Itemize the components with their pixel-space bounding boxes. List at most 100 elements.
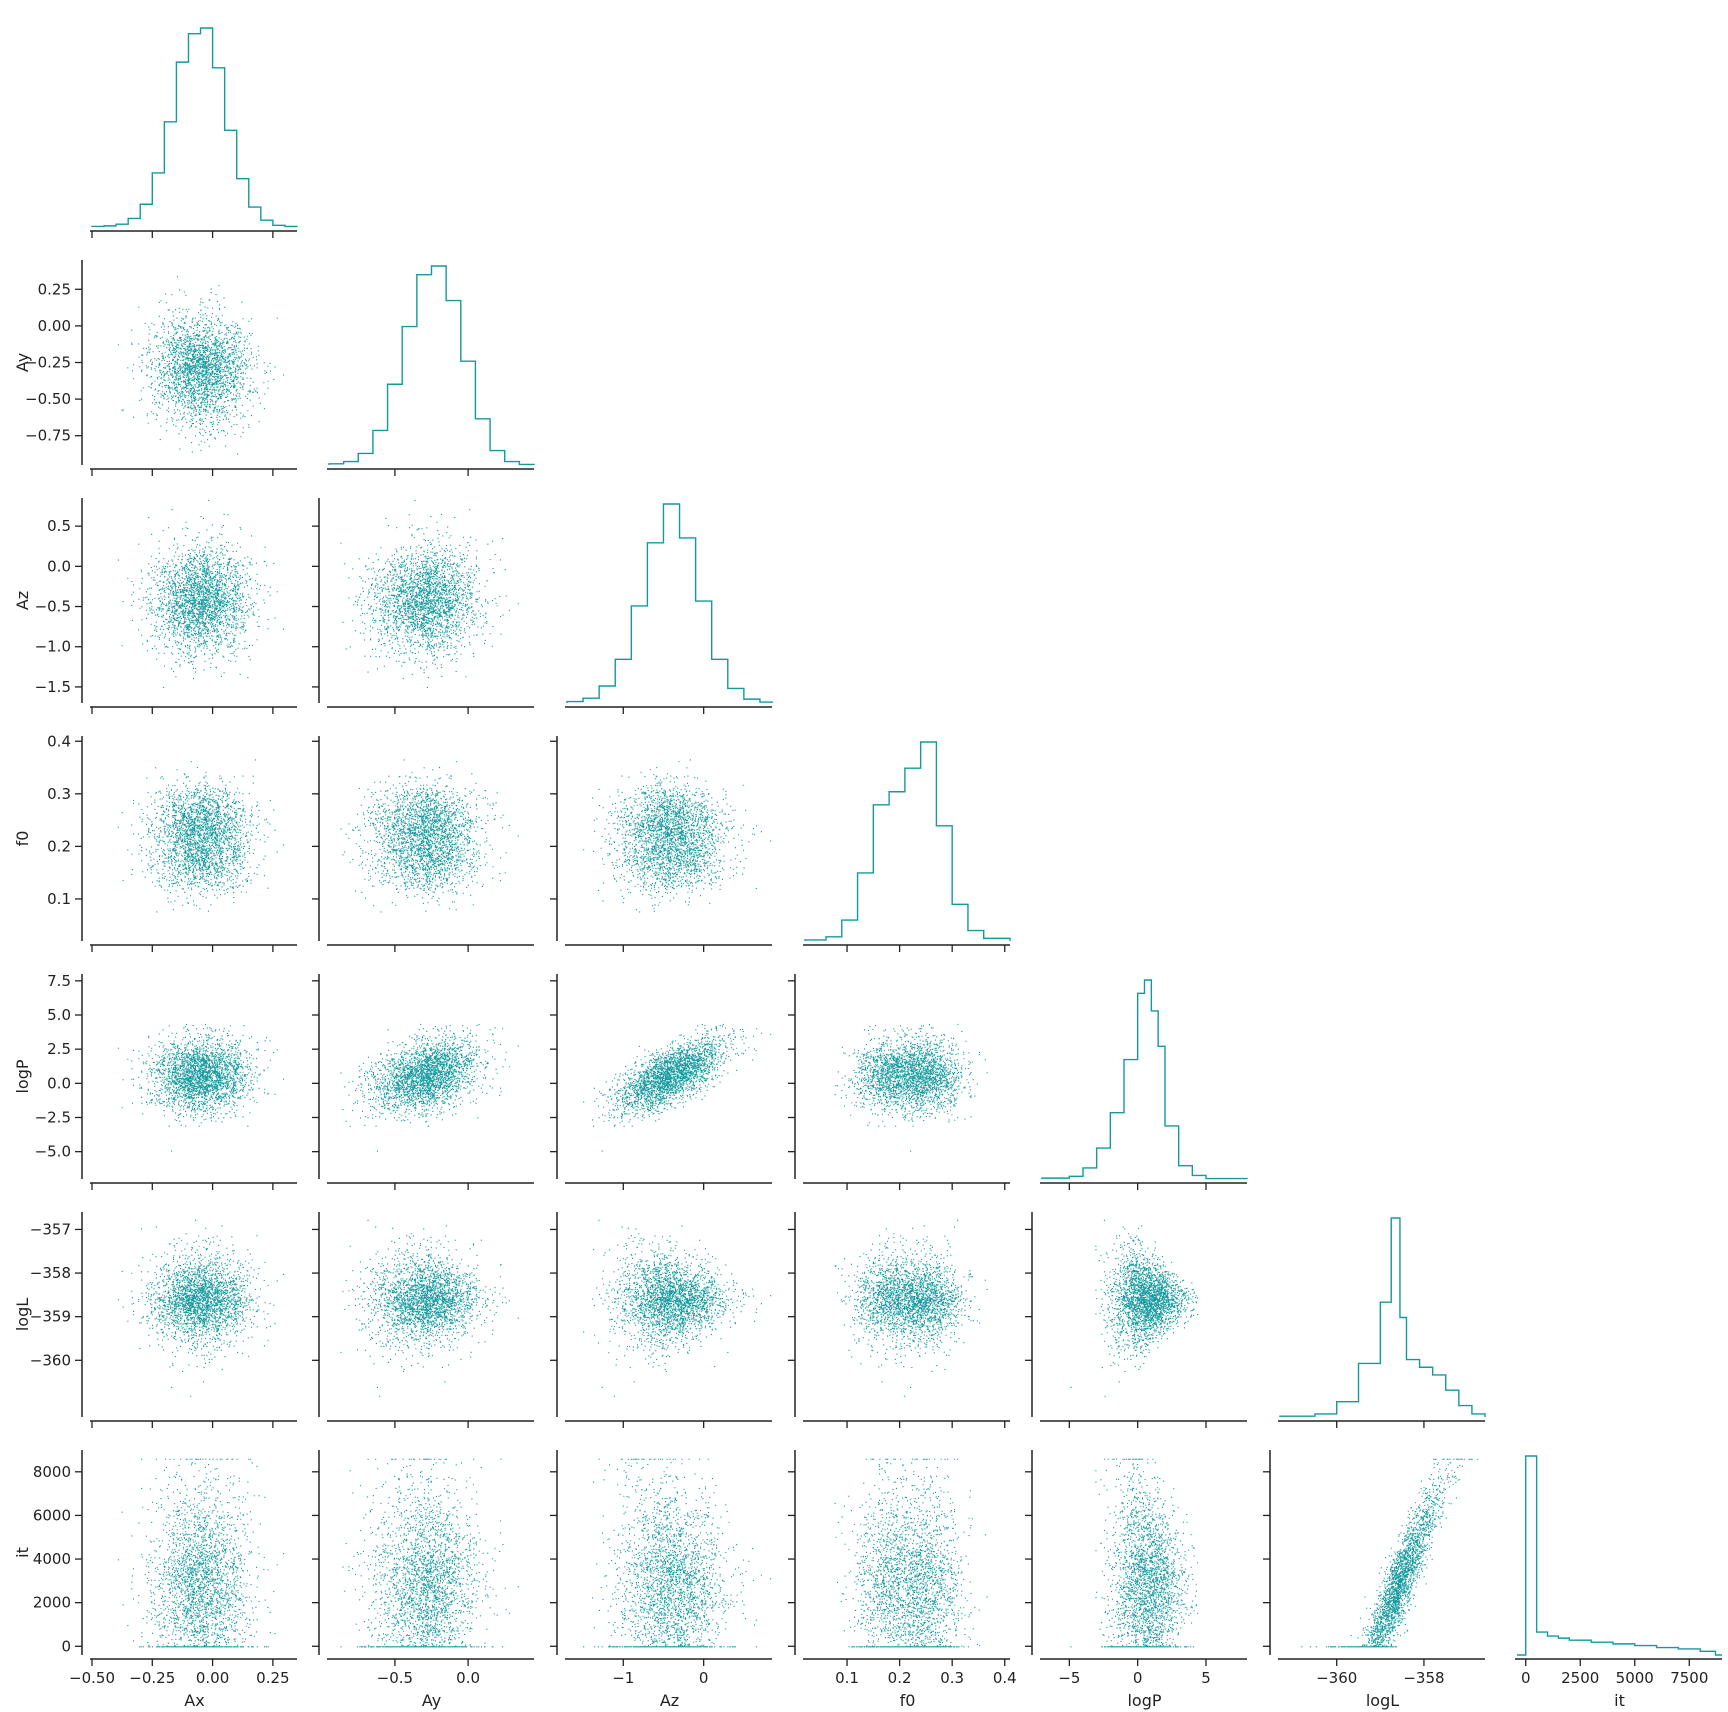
y-axis-label: it — [13, 1547, 32, 1558]
scatter-points-logP-Az — [583, 1023, 772, 1152]
x-axis-label: it — [1614, 1691, 1625, 1710]
x-tick-label: −0.5 — [377, 1669, 413, 1687]
scatter-points-it-logL — [1301, 1458, 1479, 1648]
scatter-points-f0-Az — [583, 759, 772, 913]
x-tick-label: 0 — [1133, 1669, 1143, 1687]
scatter-points-logL-f0 — [834, 1219, 988, 1397]
y-tick-label: −0.25 — [25, 354, 71, 372]
panel-logL-vs-f0 — [788, 1212, 1010, 1428]
y-tick-label: 0.5 — [47, 517, 71, 535]
panel-f0-vs-Az — [550, 736, 772, 952]
y-tick-label: 0.00 — [38, 317, 71, 335]
y-tick-label: 0.2 — [47, 837, 71, 855]
histogram-Ay — [328, 265, 535, 466]
scatter-points-it-Az — [583, 1458, 772, 1648]
panel-f0-vs-f0 — [803, 741, 1011, 952]
panel-Az-vs-Ay — [312, 498, 534, 714]
y-tick-label: 2.5 — [47, 1040, 71, 1058]
panel-logL-vs-logP — [1025, 1212, 1247, 1428]
scatter-points-it-f0 — [834, 1458, 988, 1648]
y-tick-label: 2000 — [33, 1594, 71, 1612]
y-axis-label: Az — [13, 591, 32, 610]
y-tick-label: 6000 — [33, 1506, 71, 1524]
x-tick-label: −1 — [612, 1669, 634, 1687]
histogram-Ax — [91, 27, 298, 228]
scatter-points-logL-Ax — [117, 1219, 285, 1397]
y-tick-label: 0.0 — [47, 557, 71, 575]
panel-it-vs-f0: 0.1 0.2 0.3 0.4 f0 — [788, 1450, 1017, 1710]
panel-Az-vs-Ax: 0.5 0.0 −0.5 −1.0 −1.5 Az — [13, 498, 297, 714]
y-tick-label: −0.75 — [25, 427, 71, 445]
y-tick-label: −359 — [30, 1308, 71, 1326]
y-axis-label: Ay — [13, 353, 32, 372]
y-tick-label: 0.25 — [38, 280, 71, 298]
panel-logL-vs-logL — [1278, 1217, 1486, 1428]
panel-it-vs-Ay: −0.5 0.0 Ay — [312, 1450, 534, 1710]
x-axis-label: logL — [1366, 1691, 1399, 1710]
y-tick-label: 5.0 — [47, 1006, 71, 1024]
x-tick-label: 0.25 — [256, 1669, 289, 1687]
y-tick-label: 7.5 — [47, 972, 71, 990]
x-tick-label: 0.2 — [888, 1669, 912, 1687]
histogram-logP — [1041, 979, 1248, 1180]
x-axis-label: logP — [1127, 1691, 1161, 1710]
scatter-points-logP-f0 — [834, 1023, 988, 1152]
panel-logL-vs-Az — [550, 1212, 772, 1428]
x-tick-label: −5 — [1058, 1669, 1080, 1687]
x-axis-label: Ay — [422, 1691, 441, 1710]
scatter-points-it-Ay — [340, 1458, 519, 1648]
y-tick-label: 0 — [61, 1637, 71, 1655]
y-tick-label: −5.0 — [35, 1143, 71, 1161]
panel-it-vs-Az: −1 0 Az — [550, 1450, 772, 1710]
y-tick-label: 4000 — [33, 1550, 71, 1568]
panel-f0-vs-Ay — [312, 736, 534, 952]
x-tick-label: −0.25 — [129, 1669, 175, 1687]
panel-logP-vs-Ay — [312, 974, 534, 1190]
panel-logL-vs-Ay — [312, 1212, 534, 1428]
panel-it-vs-logP: −5 0 5 logP — [1025, 1450, 1247, 1710]
x-tick-label: −358 — [1403, 1669, 1444, 1687]
y-tick-label: −2.5 — [35, 1109, 71, 1127]
scatter-points-it-Ax — [117, 1458, 285, 1648]
histogram-it — [1517, 1455, 1722, 1656]
x-tick-label: 0.00 — [196, 1669, 229, 1687]
panel-logP-vs-Ax: 7.5 5.0 2.5 0.0 −2.5 −5.0 logP — [13, 972, 297, 1190]
histogram-Az — [566, 503, 773, 703]
y-tick-label: −360 — [30, 1351, 71, 1369]
panel-it-vs-it: 0 2500 5000 7500 it — [1515, 1455, 1722, 1710]
panel-Ax-vs-Ax — [90, 27, 298, 238]
x-axis-label: f0 — [900, 1691, 916, 1710]
scatter-points-it-logP — [1070, 1458, 1199, 1648]
y-tick-label: 8000 — [33, 1463, 71, 1481]
panel-it-vs-Ax: 8000 6000 4000 2000 0 it −0.50 −0.25 0.00 0.25 Ax — [13, 1450, 297, 1710]
scatter-points-Az-Ax — [117, 499, 285, 688]
y-tick-label: 0.0 — [47, 1074, 71, 1092]
panel-Ay-vs-Ay — [327, 265, 535, 476]
scatter-points-f0-Ax — [117, 759, 285, 913]
histogram-logL — [1279, 1217, 1486, 1417]
scatter-points-Az-Ay — [340, 499, 519, 688]
y-tick-label: −0.50 — [25, 390, 71, 408]
x-tick-label: 7500 — [1670, 1669, 1708, 1687]
y-axis-label: f0 — [13, 831, 32, 847]
panel-Az-vs-Az — [565, 503, 773, 714]
y-tick-label: 0.3 — [47, 785, 71, 803]
x-tick-label: 5 — [1201, 1669, 1211, 1687]
x-tick-label: 0.1 — [835, 1669, 859, 1687]
x-tick-label: 0.0 — [456, 1669, 480, 1687]
x-tick-label: 0.3 — [940, 1669, 964, 1687]
scatter-points-logL-Az — [583, 1219, 772, 1397]
y-tick-label: −357 — [30, 1220, 71, 1238]
panel-logL-vs-Ax: −357 −358 −359 −360 logL — [13, 1212, 297, 1428]
scatter-points-f0-Ay — [340, 759, 519, 913]
y-tick-label: 0.4 — [47, 732, 71, 750]
x-tick-label: −0.50 — [69, 1669, 115, 1687]
x-tick-label: 0 — [1521, 1669, 1531, 1687]
scatter-points-logP-Ay — [340, 1023, 519, 1152]
scatter-points-Ay-Ax — [117, 276, 285, 455]
scatter-points-logL-Ay — [340, 1219, 519, 1397]
y-tick-label: −358 — [30, 1264, 71, 1282]
panel-f0-vs-Ax: 0.4 0.3 0.2 0.1 f0 — [13, 732, 297, 952]
panel-Ay-vs-Ax: 0.25 0.00 −0.25 −0.50 −0.75 Ay — [13, 260, 297, 476]
